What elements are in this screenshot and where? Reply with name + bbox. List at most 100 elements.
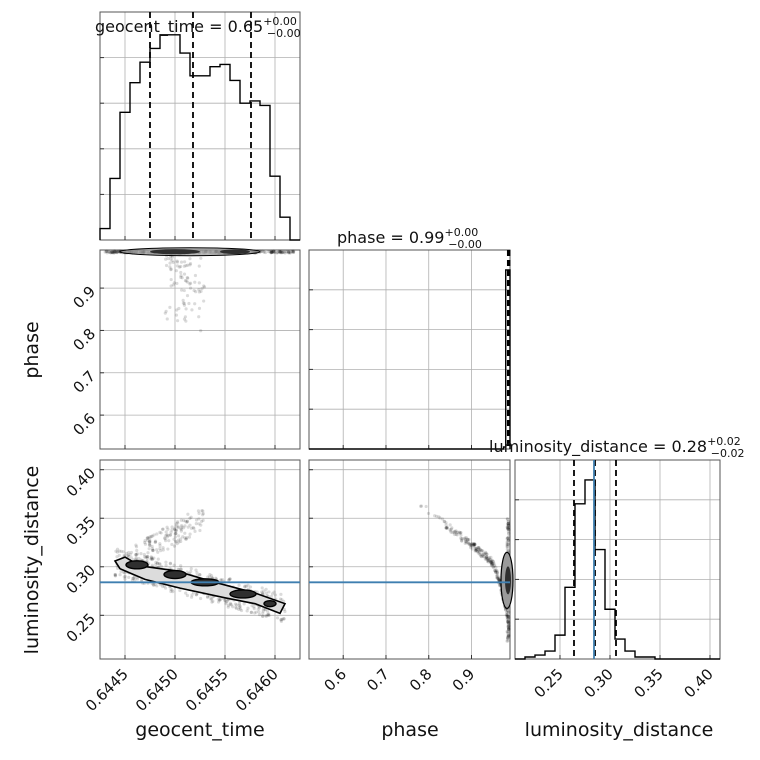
- sample-point: [161, 584, 165, 589]
- sample-point: [473, 548, 478, 552]
- sample-point: [112, 251, 116, 255]
- sample-point: [197, 315, 201, 319]
- sample-point: [174, 540, 178, 544]
- sample-point: [134, 556, 138, 560]
- sample-point: [482, 554, 486, 558]
- sample-point: [154, 563, 158, 567]
- sample-point: [179, 567, 183, 571]
- sample-point: [145, 555, 150, 559]
- sample-point: [494, 570, 498, 574]
- sample-point: [477, 545, 481, 550]
- grid-lines: [515, 460, 720, 659]
- sample-point: [495, 572, 499, 577]
- sample-point: [134, 557, 138, 561]
- sample-point: [179, 537, 183, 541]
- sample-point: [506, 521, 511, 526]
- sample-point: [506, 545, 510, 549]
- sample-point: [115, 250, 119, 254]
- sample-point: [494, 570, 498, 574]
- sample-point: [238, 604, 242, 608]
- sample-point: [473, 542, 477, 546]
- sample-point: [170, 259, 174, 263]
- sample-point: [248, 585, 253, 589]
- sample-point: [174, 529, 178, 533]
- sample-point: [128, 552, 132, 557]
- sample-point: [486, 559, 490, 563]
- sample-point: [207, 575, 212, 579]
- sample-point: [173, 527, 177, 531]
- sample-point: [238, 607, 242, 611]
- panel-frame: [99, 11, 301, 241]
- sample-point: [188, 281, 193, 285]
- sample-point: [444, 526, 449, 530]
- sample-point: [279, 249, 283, 253]
- sample-point: [149, 557, 153, 561]
- sample-point: [506, 519, 510, 524]
- sample-point: [507, 525, 511, 530]
- sample-point: [278, 250, 282, 254]
- sample-point: [179, 275, 183, 279]
- sample-point: [174, 524, 178, 528]
- sample-point: [463, 541, 467, 546]
- sample-point: [123, 577, 127, 581]
- sample-points: [419, 504, 511, 643]
- sample-point: [495, 576, 499, 580]
- x-axis-label-luminosity-distance: luminosity_distance: [525, 719, 714, 741]
- sample-point: [467, 541, 471, 546]
- sample-point: [506, 619, 510, 624]
- sample-point: [506, 536, 510, 540]
- sample-point: [168, 533, 172, 538]
- sample-point: [196, 509, 201, 513]
- contour-core: [220, 249, 250, 255]
- sample-point: [164, 263, 169, 268]
- x-tick-label-phase: 0.9: [449, 665, 479, 695]
- sample-point: [487, 555, 491, 560]
- sample-point: [121, 550, 125, 554]
- sample-point: [459, 533, 463, 537]
- sample-point: [198, 572, 202, 577]
- sample-point: [506, 617, 510, 621]
- sample-point: [257, 610, 261, 614]
- sample-point: [484, 556, 488, 560]
- sample-point: [145, 559, 149, 563]
- histogram-phase: [308, 249, 511, 450]
- sample-point: [507, 527, 511, 531]
- sample-point: [506, 532, 511, 536]
- sample-point: [182, 317, 187, 321]
- sample-point: [270, 250, 274, 254]
- sample-point: [465, 541, 469, 545]
- sample-point: [147, 543, 152, 547]
- sample-point: [193, 280, 197, 284]
- sample-point: [453, 529, 457, 534]
- sample-point: [106, 250, 110, 254]
- sample-point: [257, 606, 262, 610]
- sample-point: [506, 536, 510, 541]
- sample-point: [466, 538, 470, 542]
- sample-point: [170, 588, 174, 592]
- sample-point: [265, 609, 270, 613]
- sample-point: [506, 520, 510, 524]
- sample-point: [156, 557, 160, 561]
- sample-point: [270, 592, 275, 596]
- sample-point: [119, 549, 123, 553]
- sample-point: [494, 568, 498, 572]
- sample-point: [435, 514, 439, 518]
- sample-point: [143, 555, 147, 559]
- sample-point: [485, 557, 489, 561]
- sample-point: [458, 531, 462, 535]
- sample-point: [506, 616, 510, 620]
- histogram-step-luminosity_distance: [515, 479, 720, 660]
- sample-point: [259, 249, 263, 254]
- sample-point: [495, 570, 499, 574]
- sample-point: [176, 538, 181, 542]
- sample-point: [279, 250, 283, 254]
- sample-point: [284, 250, 288, 254]
- sample-point: [506, 522, 510, 526]
- sample-point: [505, 614, 509, 619]
- sample-point: [205, 594, 210, 599]
- sample-point: [291, 250, 296, 255]
- sample-point: [505, 616, 509, 620]
- sample-point: [505, 614, 509, 618]
- sample-point: [160, 527, 165, 531]
- sample-point: [504, 613, 508, 617]
